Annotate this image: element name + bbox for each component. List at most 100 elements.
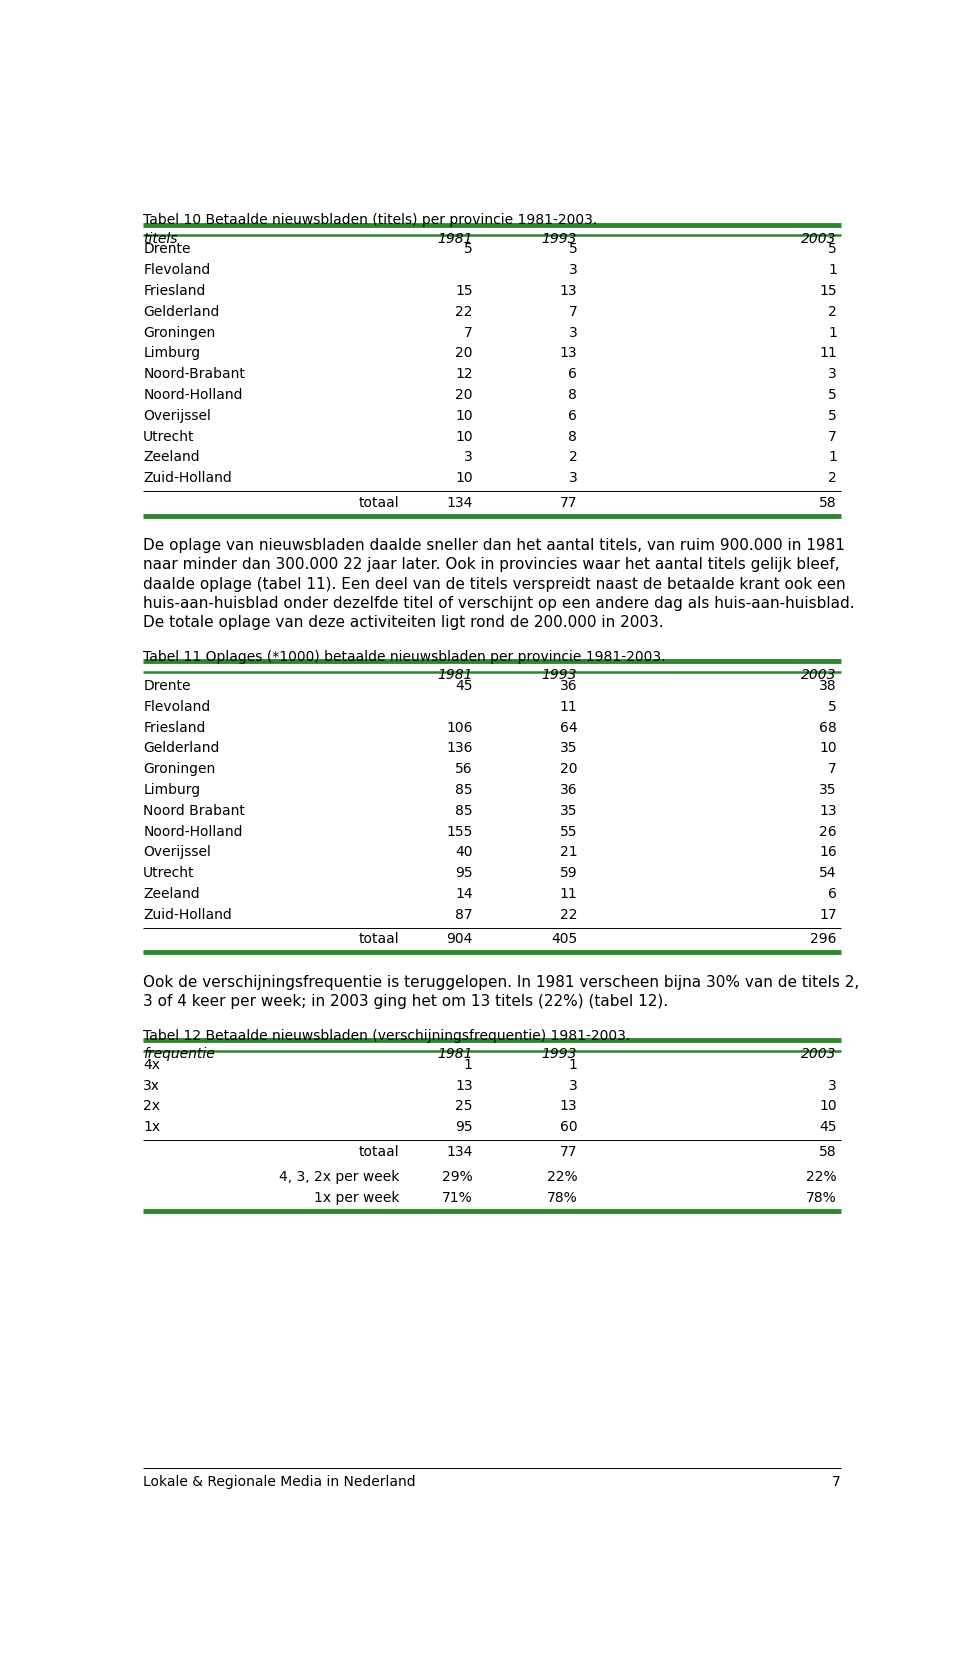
Text: 1: 1 [828,326,837,340]
Text: 77: 77 [560,495,577,510]
Text: 68: 68 [819,719,837,734]
Text: 10: 10 [819,1099,837,1113]
Text: totaal: totaal [358,932,399,945]
Text: 55: 55 [560,825,577,838]
Text: 6: 6 [568,366,577,381]
Text: Tabel 12 Betaalde nieuwsbladen (verschijningsfrequentie) 1981-2003.: Tabel 12 Betaalde nieuwsbladen (verschij… [143,1027,631,1042]
Text: 45: 45 [820,1119,837,1134]
Text: 58: 58 [819,495,837,510]
Text: 11: 11 [560,699,577,713]
Text: 3x: 3x [143,1077,160,1092]
Text: 1x per week: 1x per week [314,1191,399,1205]
Text: 11: 11 [819,346,837,360]
Text: 3: 3 [828,366,837,381]
Text: 35: 35 [820,783,837,796]
Text: Noord Brabant: Noord Brabant [143,803,245,818]
Text: 5: 5 [828,699,837,713]
Text: 22%: 22% [806,1169,837,1183]
Text: 3: 3 [568,470,577,485]
Text: 136: 136 [446,741,472,755]
Text: Flevoland: Flevoland [143,263,210,278]
Text: 85: 85 [455,783,472,796]
Text: Gelderland: Gelderland [143,741,220,755]
Text: 14: 14 [455,887,472,900]
Text: 16: 16 [819,845,837,858]
Text: Tabel 10 Betaalde nieuwsbladen (titels) per provincie 1981-2003.: Tabel 10 Betaalde nieuwsbladen (titels) … [143,212,597,228]
Text: 15: 15 [819,284,837,298]
Text: 2x: 2x [143,1099,160,1113]
Text: 38: 38 [819,679,837,693]
Text: 56: 56 [455,761,472,776]
Text: titels: titels [143,231,178,246]
Text: 296: 296 [810,932,837,945]
Text: 5: 5 [828,243,837,256]
Text: huis-aan-huisblad onder dezelfde titel of verschijnt op een andere dag als huis-: huis-aan-huisblad onder dezelfde titel o… [143,596,854,611]
Text: 2003: 2003 [802,231,837,246]
Text: Noord-Holland: Noord-Holland [143,388,243,402]
Text: 13: 13 [819,803,837,818]
Text: Lokale & Regionale Media in Nederland: Lokale & Regionale Media in Nederland [143,1474,416,1489]
Text: 8: 8 [568,430,577,443]
Text: 2: 2 [568,450,577,463]
Text: 40: 40 [455,845,472,858]
Text: 7: 7 [828,430,837,443]
Text: 85: 85 [455,803,472,818]
Text: De oplage van nieuwsbladen daalde sneller dan het aantal titels, van ruim 900.00: De oplage van nieuwsbladen daalde snelle… [143,537,845,552]
Text: 2: 2 [828,304,837,318]
Text: 10: 10 [819,741,837,755]
Text: 54: 54 [820,865,837,880]
Text: 5: 5 [464,243,472,256]
Text: 2003: 2003 [802,668,837,683]
Text: Zeeland: Zeeland [143,450,200,463]
Text: 134: 134 [446,495,472,510]
Text: 3: 3 [568,1077,577,1092]
Text: 87: 87 [455,907,472,922]
Text: 58: 58 [819,1144,837,1158]
Text: 1981: 1981 [437,231,472,246]
Text: 7: 7 [464,326,472,340]
Text: frequentie: frequentie [143,1047,215,1061]
Text: 95: 95 [455,1119,472,1134]
Text: 7: 7 [828,761,837,776]
Text: Overijssel: Overijssel [143,845,211,858]
Text: Zuid-Holland: Zuid-Holland [143,907,232,922]
Text: 64: 64 [560,719,577,734]
Text: 904: 904 [446,932,472,945]
Text: Limburg: Limburg [143,783,201,796]
Text: 1981: 1981 [437,1047,472,1061]
Text: 5: 5 [828,408,837,423]
Text: 13: 13 [560,1099,577,1113]
Text: Zuid-Holland: Zuid-Holland [143,470,232,485]
Text: 6: 6 [568,408,577,423]
Text: 60: 60 [560,1119,577,1134]
Text: 1: 1 [568,1057,577,1071]
Text: Noord-Brabant: Noord-Brabant [143,366,245,381]
Text: totaal: totaal [358,495,399,510]
Text: 26: 26 [819,825,837,838]
Text: Friesland: Friesland [143,284,205,298]
Text: 1x: 1x [143,1119,160,1134]
Text: 25: 25 [455,1099,472,1113]
Text: 20: 20 [560,761,577,776]
Text: Utrecht: Utrecht [143,430,195,443]
Text: Ook de verschijningsfrequentie is teruggelopen. In 1981 verscheen bijna 30% van : Ook de verschijningsfrequentie is terugg… [143,974,859,989]
Text: 1993: 1993 [541,1047,577,1061]
Text: 20: 20 [455,388,472,402]
Text: 10: 10 [455,430,472,443]
Text: Zeeland: Zeeland [143,887,200,900]
Text: 134: 134 [446,1144,472,1158]
Text: 59: 59 [560,865,577,880]
Text: 22%: 22% [546,1169,577,1183]
Text: daalde oplage (tabel 11). Een deel van de titels verspreidt naast de betaalde kr: daalde oplage (tabel 11). Een deel van d… [143,576,846,591]
Text: 21: 21 [560,845,577,858]
Text: 2003: 2003 [802,1047,837,1061]
Text: 10: 10 [455,470,472,485]
Text: 11: 11 [560,887,577,900]
Text: 35: 35 [560,741,577,755]
Text: 4x: 4x [143,1057,160,1071]
Text: naar minder dan 300.000 22 jaar later. Ook in provincies waar het aantal titels : naar minder dan 300.000 22 jaar later. O… [143,557,840,572]
Text: Friesland: Friesland [143,719,205,734]
Text: 3: 3 [568,263,577,278]
Text: Drente: Drente [143,679,191,693]
Text: 12: 12 [455,366,472,381]
